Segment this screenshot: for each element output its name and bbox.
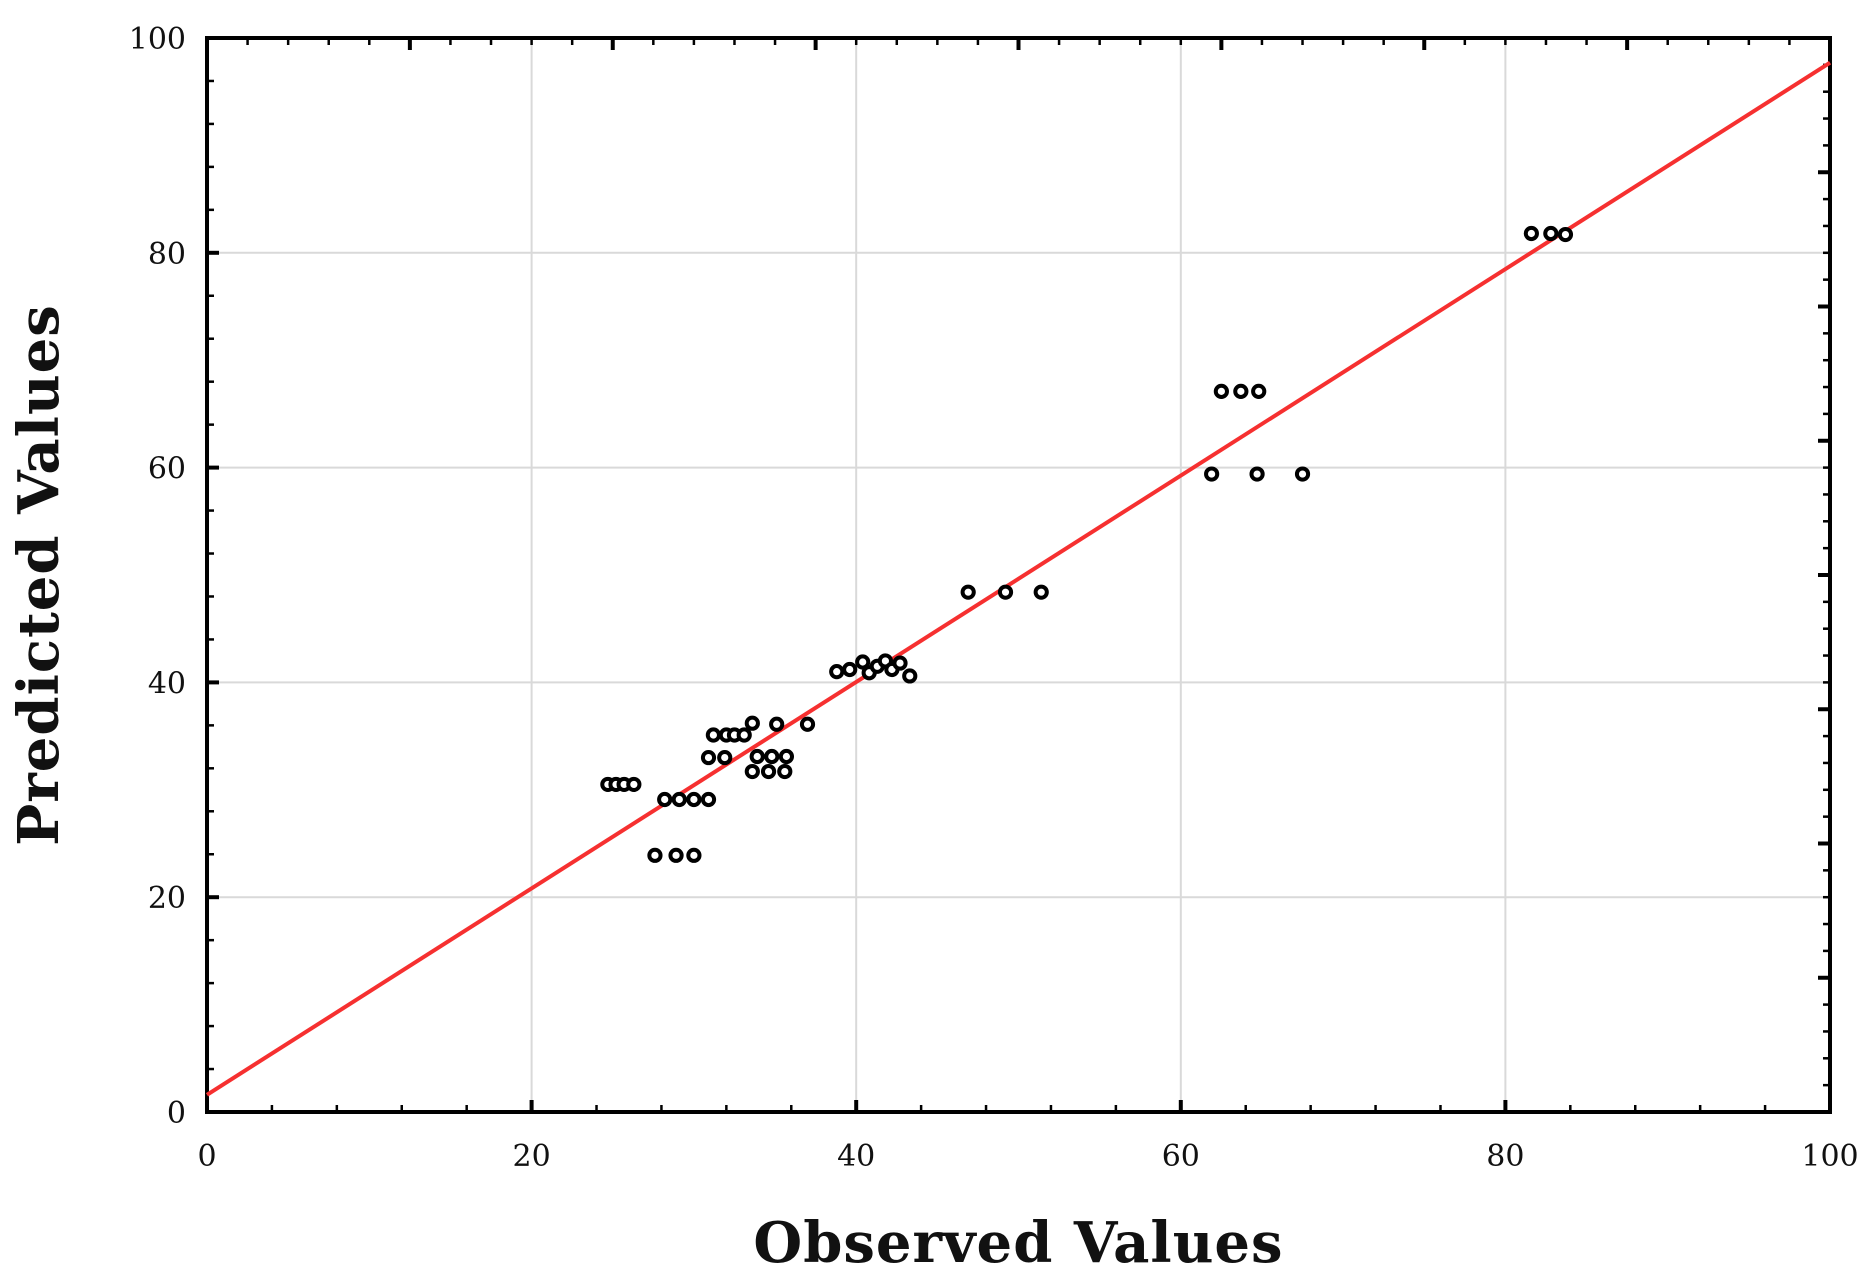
data-point [657,791,673,808]
data-point [778,748,795,765]
data-point [1204,466,1220,482]
data-point [736,727,752,743]
data-point [705,727,721,743]
x-tick-label: 100 [1801,1139,1858,1174]
x-axis-title: Observed Values [753,1210,1283,1276]
data-point [997,584,1014,600]
y-tick-label: 60 [148,452,186,487]
data-point [760,763,777,780]
y-tick-label: 0 [167,1096,186,1131]
data-point [1294,466,1311,482]
y-tick-labels: 0 20 40 60 80 100 [129,22,186,1131]
data-point [769,716,785,732]
x-tick-label: 80 [1486,1139,1524,1174]
gridlines [207,38,1830,1112]
y-axis-title: Predicted Values [6,304,72,846]
data-point [1251,383,1267,399]
plot-frame [205,36,1832,1114]
data-point [1213,383,1229,399]
data-point [764,748,780,765]
data-point [777,763,793,780]
data-point [668,847,684,863]
data-point [700,791,717,808]
data-point [1233,383,1249,399]
data-point [671,791,687,808]
regression-line [205,61,1832,1097]
x-tick-label: 60 [1162,1139,1200,1174]
data-point [626,776,642,793]
data-point [744,763,760,780]
y-tick-label: 40 [148,666,186,701]
data-point [960,584,976,600]
data-point [700,749,717,766]
data-point [1557,226,1574,243]
data-point [1249,466,1265,482]
data-point [902,668,918,684]
data-point [799,716,816,732]
data-point [686,847,702,863]
x-tick-labels: 0 20 40 60 80 100 [197,1139,1858,1174]
y-tick-label: 100 [129,22,186,57]
x-tick-label: 40 [837,1139,875,1174]
x-tick-label: 20 [513,1139,551,1174]
data-point [744,715,760,731]
data-point [647,847,663,863]
data-points [600,225,1574,863]
y-tick-label: 20 [148,881,186,916]
data-point [1033,584,1049,600]
data-point [686,791,702,808]
axis-ticks [205,36,1832,1114]
y-tick-label: 80 [148,237,186,272]
data-point [829,664,845,680]
data-point [1523,225,1539,242]
data-point [717,749,733,766]
x-tick-label: 0 [197,1139,216,1174]
data-point [1543,225,1559,242]
data-point [855,654,871,670]
data-point [749,748,765,765]
data-point [892,655,908,671]
data-point [842,661,858,678]
